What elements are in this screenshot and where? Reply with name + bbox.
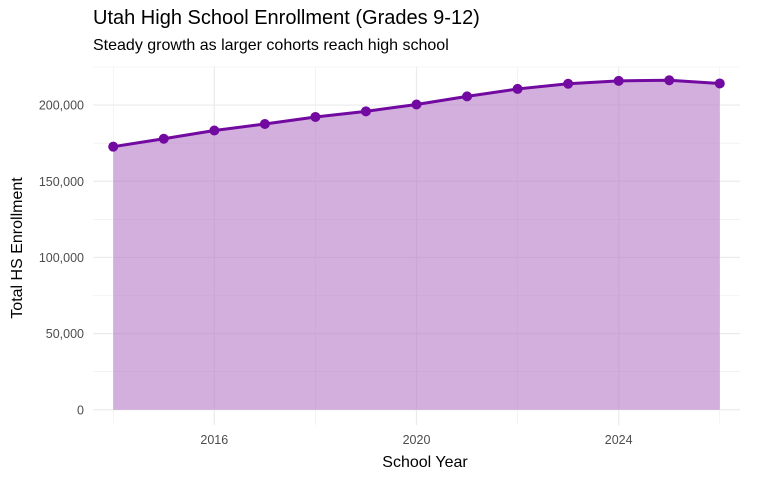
data-point [563, 78, 574, 89]
x-tick-label: 2016 [200, 433, 228, 447]
data-points [108, 75, 725, 152]
data-point [310, 111, 321, 122]
x-axis-label: School Year [382, 454, 468, 471]
y-tick-label: 200,000 [39, 99, 84, 113]
y-tick-label: 0 [77, 403, 84, 417]
y-tick-label: 50,000 [46, 327, 84, 341]
data-point [664, 75, 675, 86]
y-axis-ticks: 0 50,000 100,000 150,000 200,000 [39, 99, 84, 418]
area-layer [112, 78, 720, 410]
data-point [108, 141, 119, 152]
data-point [512, 83, 523, 94]
data-point [462, 91, 473, 102]
x-tick-label: 2020 [403, 433, 431, 447]
y-tick-label: 150,000 [39, 175, 84, 189]
chart-subtitle: Steady growth as larger cohorts reach hi… [93, 37, 449, 54]
y-tick-label: 100,000 [39, 251, 84, 265]
data-point [209, 125, 220, 136]
data-point [158, 133, 169, 144]
area-fill [113, 80, 720, 410]
data-point [714, 78, 725, 89]
x-axis-ticks: 2016 2020 2024 [200, 433, 632, 447]
y-axis-label: Total HS Enrollment [9, 177, 26, 319]
data-point [613, 75, 624, 86]
data-point [360, 106, 371, 117]
chart-title: Utah High School Enrollment (Grades 9-12… [93, 7, 480, 29]
data-point [411, 99, 422, 110]
data-point [259, 118, 270, 129]
x-tick-label: 2024 [605, 433, 633, 447]
